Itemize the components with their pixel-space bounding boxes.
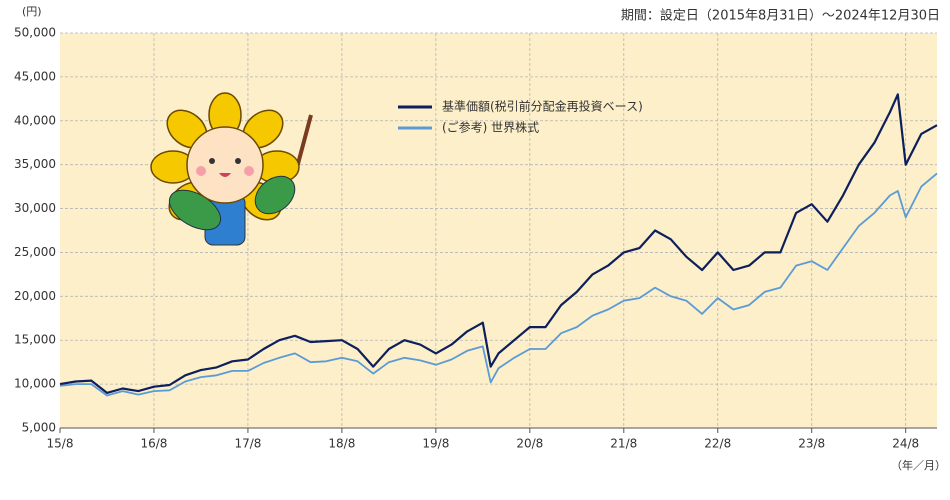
- x-tick-label: 22/8: [704, 437, 731, 451]
- y-tick-label: 20,000: [14, 289, 56, 303]
- chart-subtitle: 期間：設定日（2015年8月31日）～2024年12月30日: [621, 8, 940, 24]
- x-tick-label: 18/8: [328, 437, 355, 451]
- x-unit-label: （年／月）: [891, 458, 946, 472]
- y-tick-label: 50,000: [14, 26, 56, 40]
- mascot: [150, 92, 313, 246]
- legend-label: 基準価額(税引前分配金再投資ベース): [442, 99, 643, 114]
- x-tick-label: 15/8: [47, 437, 74, 451]
- y-tick-label: 35,000: [14, 157, 56, 171]
- legend-label: (ご参考) 世界株式: [442, 120, 539, 135]
- x-tick-label: 23/8: [798, 437, 825, 451]
- y-tick-label: 40,000: [14, 113, 56, 127]
- x-tick-label: 16/8: [140, 437, 167, 451]
- series-line: [59, 172, 938, 397]
- series-line: [59, 93, 938, 394]
- y-unit-label: (円): [22, 5, 42, 18]
- x-tick-label: 19/8: [422, 437, 449, 451]
- x-tick-label: 24/8: [892, 437, 919, 451]
- y-tick-label: 30,000: [14, 201, 56, 215]
- y-tick-label: 10,000: [14, 377, 56, 391]
- x-tick-label: 21/8: [610, 437, 637, 451]
- x-tick-label: 20/8: [516, 437, 543, 451]
- y-tick-label: 45,000: [14, 69, 56, 83]
- y-tick-label: 15,000: [14, 333, 56, 347]
- y-tick-label: 5,000: [22, 421, 56, 435]
- y-tick-label: 25,000: [14, 245, 56, 259]
- x-tick-label: 17/8: [234, 437, 261, 451]
